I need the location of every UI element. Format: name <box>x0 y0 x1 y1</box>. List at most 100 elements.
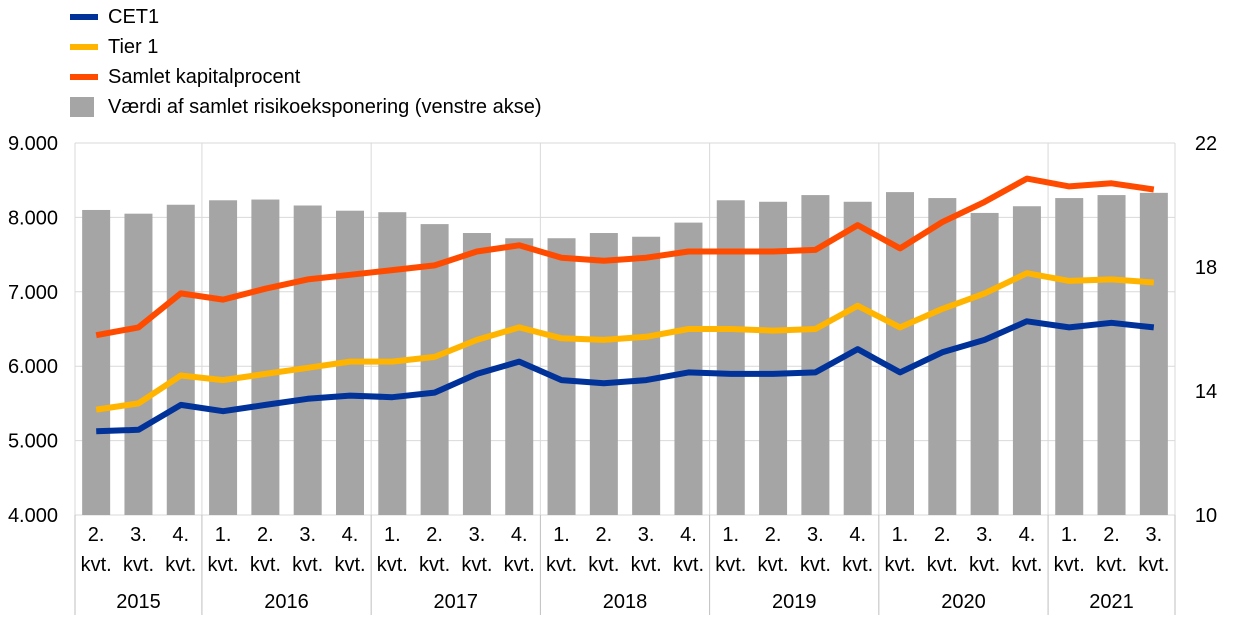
category-label-quarter: 2. <box>88 524 105 546</box>
category-label-quarter: 3. <box>1146 524 1163 546</box>
legend-label-cet1: CET1 <box>108 6 160 28</box>
category-label-unit: kvt. <box>758 554 789 576</box>
legend-label-total-capital: Samlet kapitalprocent <box>108 66 301 88</box>
category-label-quarter: 1. <box>553 524 570 546</box>
legend-swatch-cet1 <box>70 14 98 20</box>
category-label-quarter: 2. <box>257 524 274 546</box>
series-line-1 <box>95 270 1155 413</box>
risk-exposure-bar <box>124 213 153 515</box>
category-label-unit: kvt. <box>504 554 535 576</box>
right-axis-tick-label: 18 <box>1195 257 1217 279</box>
legend-label-tier1: Tier 1 <box>108 36 159 58</box>
category-label-quarter: 1. <box>1061 524 1078 546</box>
risk-exposure-bar <box>420 224 449 515</box>
category-label-quarter: 2. <box>934 524 951 546</box>
year-label: 2021 <box>1089 591 1134 613</box>
category-label-quarter: 4. <box>172 524 189 546</box>
risk-exposure-bar <box>82 209 111 515</box>
year-label: 2020 <box>941 591 986 613</box>
category-label-unit: kvt. <box>123 554 154 576</box>
category-label-unit: kvt. <box>631 554 662 576</box>
series-line-2 <box>95 175 1155 339</box>
category-label-quarter: 3. <box>469 524 486 546</box>
category-label-quarter: 2. <box>765 524 782 546</box>
right-axis-tick-label: 22 <box>1195 133 1217 155</box>
category-label-unit: kvt. <box>800 554 831 576</box>
legend-swatch-total-capital <box>70 74 98 80</box>
category-label-quarter: 1. <box>384 524 401 546</box>
risk-exposure-bar <box>505 238 534 515</box>
category-label-quarter: 2. <box>1103 524 1120 546</box>
risk-exposure-bar <box>1012 206 1041 516</box>
risk-exposure-bar <box>716 200 745 515</box>
category-label-unit: kvt. <box>588 554 619 576</box>
left-axis-tick-label: 5.000 <box>8 431 58 453</box>
legend-item-tier1: Tier 1 <box>70 32 542 62</box>
category-label-unit: kvt. <box>165 554 196 576</box>
category-label-quarter: 3. <box>976 524 993 546</box>
left-axis-tick-label: 6.000 <box>8 356 58 378</box>
year-label: 2015 <box>116 591 161 613</box>
category-label-unit: kvt. <box>715 554 746 576</box>
category-label-unit: kvt. <box>292 554 323 576</box>
category-label-quarter: 4. <box>342 524 359 546</box>
category-label-quarter: 1. <box>215 524 232 546</box>
category-label-unit: kvt. <box>969 554 1000 576</box>
risk-exposure-bar <box>166 204 195 515</box>
category-label-unit: kvt. <box>208 554 239 576</box>
year-label: 2019 <box>772 591 817 613</box>
category-label-quarter: 3. <box>299 524 316 546</box>
left-axis-tick-label: 4.000 <box>8 505 58 527</box>
risk-exposure-bar <box>293 205 322 515</box>
category-label-quarter: 2. <box>596 524 613 546</box>
right-axis-tick-label: 14 <box>1195 381 1217 403</box>
risk-exposure-bar <box>674 222 703 515</box>
legend-swatch-tier1 <box>70 44 98 50</box>
category-label-quarter: 4. <box>849 524 866 546</box>
right-axis-tick-label: 10 <box>1195 505 1217 527</box>
series-line-0 <box>96 318 1155 435</box>
risk-exposure-bar <box>1055 198 1084 515</box>
category-label-unit: kvt. <box>334 554 365 576</box>
risk-exposure-bar <box>251 199 280 515</box>
legend-item-cet1: CET1 <box>70 2 542 32</box>
category-label-unit: kvt. <box>546 554 577 576</box>
risk-exposure-bar <box>970 212 999 515</box>
category-label-quarter: 2. <box>426 524 443 546</box>
risk-exposure-bar <box>589 233 618 516</box>
legend-item-risk-exposure: Værdi af samlet risikoeksponering (venst… <box>70 92 542 122</box>
category-label-unit: kvt. <box>673 554 704 576</box>
category-label-unit: kvt. <box>927 554 958 576</box>
category-label-unit: kvt. <box>1011 554 1042 576</box>
risk-exposure-bar <box>1097 195 1126 515</box>
category-label-unit: kvt. <box>884 554 915 576</box>
category-label-quarter: 4. <box>1019 524 1036 546</box>
risk-exposure-bar <box>843 201 872 515</box>
category-label-unit: kvt. <box>377 554 408 576</box>
category-label-unit: kvt. <box>1054 554 1085 576</box>
category-label-quarter: 4. <box>511 524 528 546</box>
left-axis-tick-label: 8.000 <box>8 207 58 229</box>
year-label: 2016 <box>264 591 309 613</box>
legend-item-total-capital: Samlet kapitalprocent <box>70 62 542 92</box>
year-label: 2017 <box>434 591 479 613</box>
category-label-unit: kvt. <box>250 554 281 576</box>
category-label-quarter: 3. <box>638 524 655 546</box>
category-label-unit: kvt. <box>461 554 492 576</box>
legend-swatch-risk-exposure <box>70 97 94 117</box>
category-label-quarter: 3. <box>130 524 147 546</box>
left-axis-tick-label: 7.000 <box>8 282 58 304</box>
left-axis-tick-label: 9.000 <box>8 133 58 155</box>
category-label-unit: kvt. <box>1096 554 1127 576</box>
risk-exposure-bar <box>1139 192 1168 515</box>
risk-exposure-bar <box>209 200 238 515</box>
category-label-unit: kvt. <box>419 554 450 576</box>
category-label-quarter: 4. <box>680 524 697 546</box>
year-label: 2018 <box>603 591 648 613</box>
category-label-quarter: 1. <box>892 524 909 546</box>
category-label-unit: kvt. <box>81 554 112 576</box>
category-label-unit: kvt. <box>842 554 873 576</box>
category-label-unit: kvt. <box>1138 554 1169 576</box>
legend-label-risk-exposure: Værdi af samlet risikoeksponering (venst… <box>108 96 542 118</box>
